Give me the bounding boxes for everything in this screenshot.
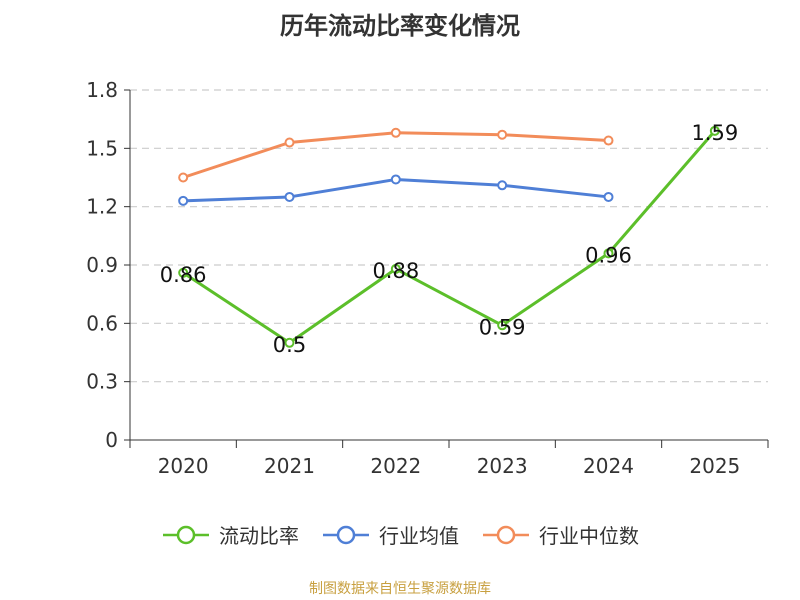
data-point bbox=[284, 137, 295, 148]
data-point bbox=[603, 191, 614, 202]
x-tick-label: 2022 bbox=[370, 454, 421, 478]
data-point bbox=[603, 135, 614, 146]
source-note: 制图数据来自恒生聚源数据库 bbox=[309, 581, 491, 597]
y-tick-label: 0 bbox=[105, 428, 118, 452]
y-tick-label: 1.5 bbox=[86, 136, 118, 160]
data-label: 0.86 bbox=[160, 263, 207, 287]
y-tick-label: 1.2 bbox=[86, 195, 118, 219]
x-tick-label: 2020 bbox=[158, 454, 209, 478]
x-tick-label: 2023 bbox=[477, 454, 528, 478]
data-point bbox=[178, 267, 189, 278]
legend: 流动比率 行业均值 行业中位数 bbox=[0, 520, 800, 549]
y-tick-label: 1.8 bbox=[86, 78, 118, 102]
legend-label: 行业中位数 bbox=[539, 524, 639, 548]
x-tick-label: 2024 bbox=[583, 454, 634, 478]
legend-item[interactable]: 行业均值 bbox=[321, 520, 459, 549]
data-point bbox=[497, 129, 508, 140]
data-point bbox=[709, 125, 720, 136]
chart-title: 历年流动比率变化情况 bbox=[280, 12, 520, 40]
data-point bbox=[390, 174, 401, 185]
data-point bbox=[284, 337, 295, 348]
series-line bbox=[182, 131, 609, 179]
legend-swatch-icon bbox=[163, 525, 209, 544]
data-label: 0.59 bbox=[479, 315, 526, 339]
x-tick-label: 2025 bbox=[689, 454, 740, 478]
data-label: 0.96 bbox=[585, 243, 632, 267]
legend-label: 流动比率 bbox=[219, 524, 299, 548]
legend-label: 行业均值 bbox=[379, 524, 459, 548]
y-tick-label: 0.6 bbox=[86, 311, 118, 335]
data-point bbox=[603, 248, 614, 259]
data-label: 0.5 bbox=[273, 333, 306, 357]
x-tick-label: 2021 bbox=[264, 454, 315, 478]
legend-item[interactable]: 流动比率 bbox=[161, 520, 299, 549]
data-label: 1.59 bbox=[691, 121, 738, 145]
data-point bbox=[178, 172, 189, 183]
series-line bbox=[182, 129, 716, 345]
data-label: 0.88 bbox=[372, 259, 419, 283]
data-point bbox=[497, 320, 508, 331]
legend-swatch-icon bbox=[483, 525, 529, 544]
data-point bbox=[390, 127, 401, 138]
y-tick-label: 0.3 bbox=[86, 370, 118, 394]
legend-item[interactable]: 行业中位数 bbox=[481, 520, 639, 549]
y-tick-label: 0.9 bbox=[86, 253, 118, 277]
data-point bbox=[284, 191, 295, 202]
legend-swatch-icon bbox=[323, 525, 369, 544]
data-point bbox=[178, 195, 189, 206]
data-point bbox=[390, 263, 401, 274]
data-point bbox=[497, 180, 508, 191]
